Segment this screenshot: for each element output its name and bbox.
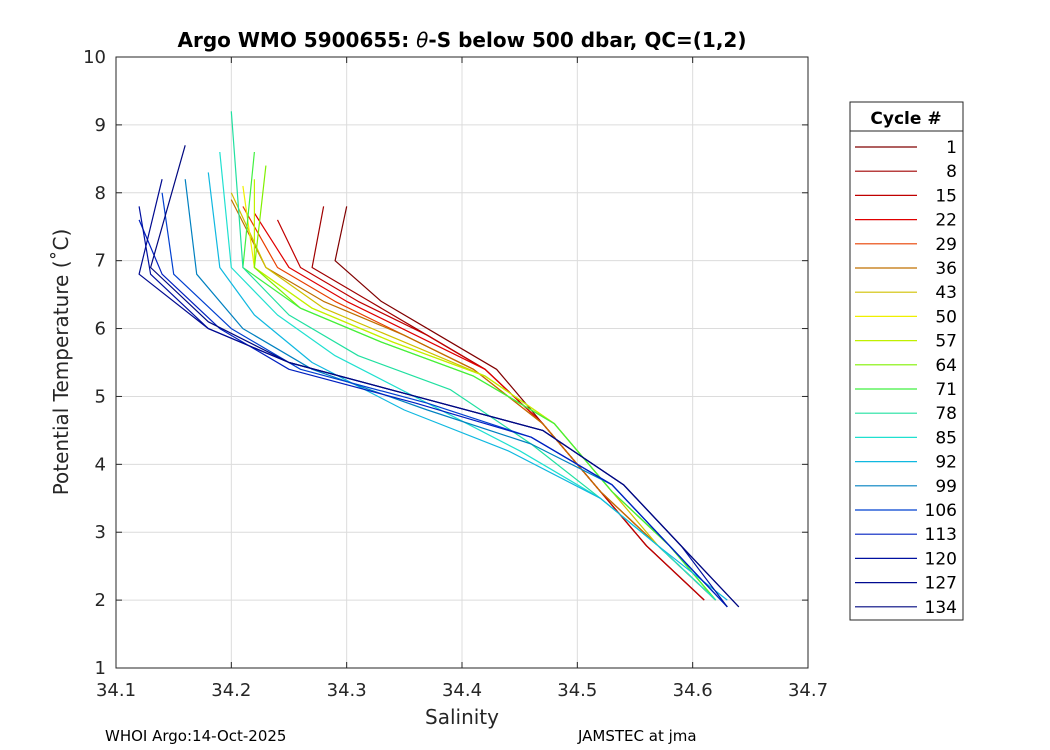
y-tick-label: 4 <box>95 454 106 475</box>
legend-label-15: 15 <box>935 186 957 206</box>
legend-label-120: 120 <box>925 549 957 569</box>
legend-label-127: 127 <box>925 574 957 594</box>
legend-label-29: 29 <box>935 235 957 255</box>
x-tick-label: 34.5 <box>557 680 597 701</box>
x-tick-label: 34.3 <box>327 680 367 701</box>
title-prefix: Argo WMO 5900655: <box>178 28 417 52</box>
y-tick-label: 2 <box>95 590 106 611</box>
x-axis-label: Salinity <box>425 705 499 729</box>
legend-label-71: 71 <box>935 380 957 400</box>
series-line-cycle-36 <box>230 199 717 601</box>
y-tick-label: 7 <box>95 251 106 272</box>
legend-label-22: 22 <box>935 211 957 231</box>
title-suffix: -S below 500 dbar, QC=(1,2) <box>428 28 746 52</box>
y-tick-label: 1 <box>95 658 106 679</box>
y-tick-label: 8 <box>95 183 106 204</box>
series-line-cycle-113 <box>138 219 728 608</box>
series-layer <box>138 111 740 608</box>
x-tick-label: 34.6 <box>673 680 713 701</box>
legend-label-64: 64 <box>935 356 957 376</box>
x-tick-label: 34.4 <box>442 680 482 701</box>
x-axis: 34.1 34.2 34.3 34.4 34.5 34.6 34.7 <box>96 57 828 701</box>
legend-label-85: 85 <box>935 428 957 448</box>
footer-right-text: JAMSTEC at jma <box>577 727 697 745</box>
title-theta: θ <box>416 28 428 52</box>
y-tick-label: 3 <box>95 522 106 543</box>
series-line-cycle-92 <box>207 172 728 601</box>
footer-left-text: WHOI Argo:14-Oct-2025 <box>105 727 286 745</box>
x-tick-label: 34.1 <box>96 680 136 701</box>
legend-label-57: 57 <box>935 332 957 352</box>
x-tick-label: 34.7 <box>788 680 828 701</box>
legend-label-92: 92 <box>935 453 957 473</box>
y-tick-label: 5 <box>95 386 106 407</box>
legend-label-106: 106 <box>925 501 957 521</box>
legend-label-134: 134 <box>925 598 957 618</box>
y-tick-label: 9 <box>95 115 106 136</box>
y-tick-label: 10 <box>83 47 106 68</box>
legend: Cycle # 1 8 15 22 29 36 43 50 57 64 71 78 85 92 99 106 1… <box>849 101 964 621</box>
legend-label-1: 1 <box>946 138 957 158</box>
legend-label-50: 50 <box>935 307 957 327</box>
legend-title: Cycle # <box>870 109 941 129</box>
legend-label-99: 99 <box>935 477 957 497</box>
x-tick-label: 34.2 <box>211 680 251 701</box>
series-line-cycle-71 <box>242 151 717 601</box>
chart-title: Argo WMO 5900655: θ-S below 500 dbar, QC… <box>178 28 747 52</box>
legend-label-113: 113 <box>925 525 957 545</box>
y-axis: 1 2 3 4 5 6 7 8 9 10 <box>83 47 808 679</box>
y-axis-label: Potential Temperature (˚C) <box>49 229 73 496</box>
legend-label-43: 43 <box>935 283 957 303</box>
legend-label-36: 36 <box>935 259 957 279</box>
y-tick-label: 6 <box>95 319 106 340</box>
legend-label-8: 8 <box>946 162 957 182</box>
series-line-cycle-134 <box>150 145 740 608</box>
legend-label-78: 78 <box>935 404 957 424</box>
